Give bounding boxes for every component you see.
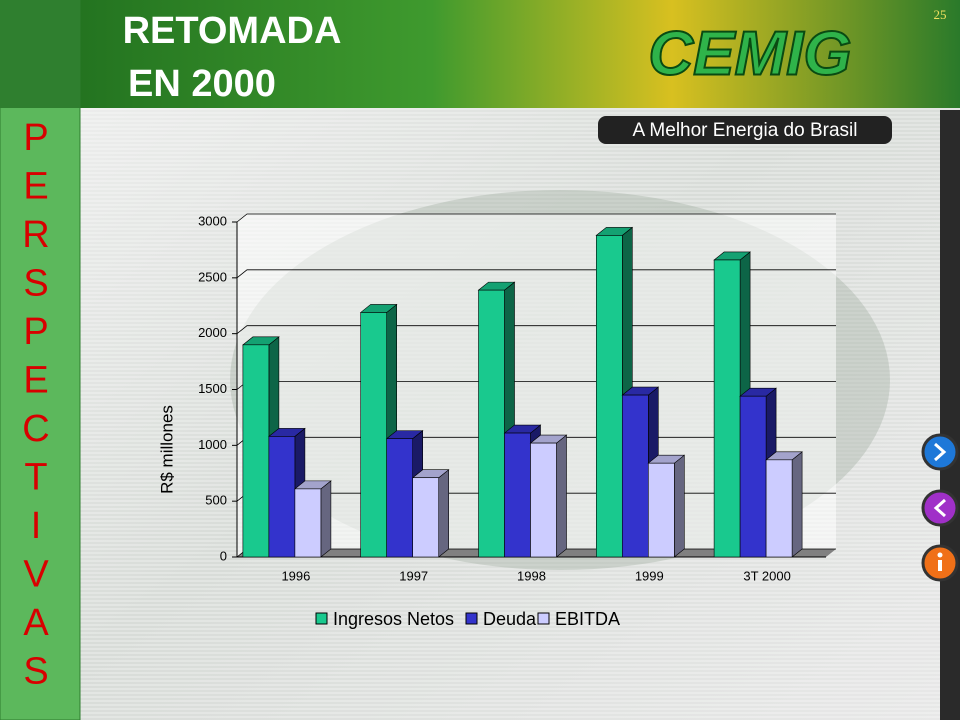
side-letter: R — [22, 214, 49, 256]
bar — [294, 480, 332, 558]
y-tick-label: 500 — [205, 493, 227, 508]
legend-swatch — [315, 612, 328, 625]
bar-side — [320, 480, 332, 558]
bar-front — [360, 312, 388, 558]
nav-buttons — [921, 433, 959, 582]
info-icon-dot — [937, 552, 943, 558]
side-letter: S — [23, 263, 48, 305]
y-tick-label: 1000 — [198, 437, 227, 452]
side-letter: T — [24, 457, 47, 499]
side-letter: E — [23, 166, 48, 208]
side-letter: P — [23, 117, 48, 159]
slide-title: EN 2000 — [128, 63, 276, 105]
side-letter: A — [23, 602, 49, 644]
bar-front — [242, 344, 270, 558]
side-letter: C — [22, 408, 49, 450]
header-banner — [0, 0, 960, 108]
bar-front — [386, 438, 414, 558]
slide-title: RETOMADA — [123, 10, 342, 52]
bar-side — [438, 469, 450, 558]
chart: 0 500 1000 1500 2000 2500 3000 R$ millones 1996 1… — [157, 213, 836, 629]
x-tick-label: 3T 2000 — [743, 568, 790, 583]
bar-side — [673, 454, 685, 558]
y-tick-label: 1500 — [198, 381, 227, 396]
y-tick-label: 2500 — [198, 269, 227, 284]
bar-front — [595, 235, 623, 558]
side-letter: I — [31, 505, 42, 547]
x-tick-label: 1999 — [635, 568, 664, 583]
bar-front — [713, 259, 741, 558]
y-tick-label: 2000 — [198, 325, 227, 340]
bar — [411, 469, 450, 558]
x-tick-label: 1996 — [281, 568, 310, 583]
bar-side — [791, 451, 803, 558]
y-axis-label: R$ millones — [157, 405, 176, 494]
bar-front — [739, 395, 767, 558]
grid-line — [236, 269, 836, 279]
side-letter: E — [23, 360, 48, 402]
legend-label: Deuda — [483, 609, 537, 629]
next-button[interactable] — [921, 433, 959, 471]
bar-front — [504, 432, 531, 558]
bar-side — [556, 434, 567, 558]
page-number: 25 — [934, 7, 947, 22]
bar-front — [478, 289, 505, 558]
x-tick-label: 1998 — [517, 568, 546, 583]
bar-front — [530, 442, 557, 558]
legend-label: EBITDA — [555, 609, 620, 629]
side-panel-top — [0, 0, 80, 108]
bar-front — [765, 459, 793, 558]
bar — [529, 434, 568, 558]
back-icon — [933, 498, 946, 518]
x-tick-label: 1997 — [399, 568, 428, 583]
legend-label: Ingresos Netos — [333, 609, 454, 629]
bar — [477, 281, 516, 558]
legend-swatch — [537, 612, 550, 625]
side-letter: S — [23, 651, 48, 693]
grid-line — [236, 325, 836, 334]
tagline-box — [598, 116, 892, 144]
bar — [359, 303, 398, 558]
side-letter: P — [23, 311, 48, 353]
bar-front — [412, 477, 440, 558]
side-panel — [0, 0, 81, 720]
bar-front — [621, 394, 649, 558]
side-letter: V — [23, 554, 49, 596]
info-icon — [938, 560, 942, 571]
bar-front — [294, 488, 322, 558]
logo: CEMIG — [648, 19, 851, 88]
bar — [647, 454, 686, 558]
y-tick-label: 0 — [220, 548, 227, 563]
right-border — [940, 110, 960, 720]
bar-front — [647, 462, 675, 558]
back-button[interactable] — [921, 489, 959, 527]
y-tick-label: 3000 — [198, 213, 227, 228]
tagline: A Melhor Energia do Brasil — [633, 120, 858, 141]
bar-front — [268, 436, 296, 558]
next-icon — [934, 442, 947, 462]
legend-swatch — [465, 612, 478, 625]
grid-line — [236, 213, 836, 223]
bar — [765, 451, 803, 558]
